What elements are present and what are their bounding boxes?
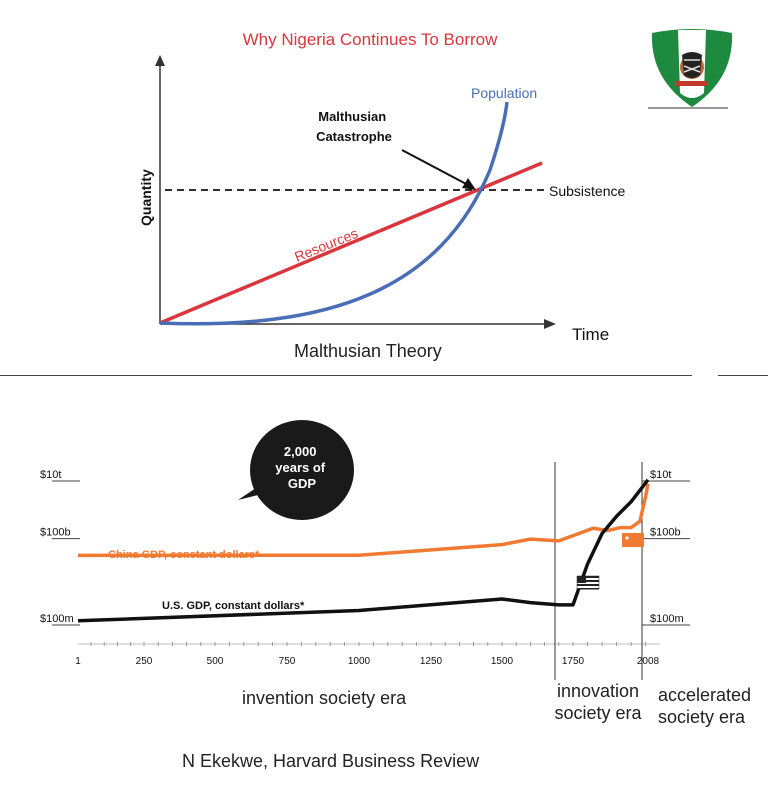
y-tick-label: $100b [40,527,71,539]
gdp-chart: 2,000 years of GDP $100m $100b $10t $100m $1… [40,420,690,680]
series-line-resources [159,161,543,325]
chart-title: 2,000 years of GDP [275,444,329,491]
y-tick-label: $100m [40,613,74,625]
chart-title-bubble: 2,000 years of GDP [238,420,354,520]
x-tick-label: 2008 [637,656,660,667]
era-label-invention: invention society era [242,688,407,708]
y-tick-label: $10t [40,469,61,481]
series-line-population [159,101,509,326]
divider-right [718,375,768,376]
x-axis-label: Time [572,325,609,344]
y-tick-label-right: $10t [650,469,671,481]
x-axis-arrow [544,319,556,329]
x-tick-label: 1500 [491,656,514,667]
coat-of-arms-logo [648,27,736,113]
x-tick-label: 500 [207,656,224,667]
x-tick-label: 1000 [348,656,371,667]
malthusian-chart: Quantity Time Population Subsistence Res… [138,55,625,344]
china-flag-icon [622,533,644,547]
page-title: Why Nigeria Continues To Borrow [242,30,498,49]
legend-population: Population [471,85,537,101]
divider [0,375,692,376]
x-tick-label: 1750 [562,656,585,667]
series-label-us: U.S. GDP, constant dollars* [162,600,305,612]
x-tick-label: 750 [279,656,296,667]
us-flag-icon [576,575,600,590]
y-tick-label-right: $100b [650,527,681,539]
legend-subsistence: Subsistence [549,183,625,199]
catastrophe-arrow [401,149,471,187]
annotation-malthusian-catastrophe: Malthusian Catastrophe [316,109,392,144]
malthusian-chart-title: Malthusian Theory [294,341,442,361]
series-line-us [77,478,650,623]
y-tick-label-right: $100m [650,613,684,625]
series-line-china [77,483,650,558]
x-tick-label: 250 [136,656,153,667]
y-axis-arrow [155,55,165,66]
x-tick-label: 1250 [420,656,443,667]
era-label-accelerated: accelerated society era [658,685,752,727]
series-label-china: China GDP, constant dollars* [108,549,260,561]
catastrophe-arrowhead [462,178,476,190]
y-axis-label: Quantity [138,169,154,226]
x-tick-label: 1 [75,656,81,667]
era-label-innovation: innovation society era [554,681,642,723]
source-credit: N Ekekwe, Harvard Business Review [182,751,480,771]
